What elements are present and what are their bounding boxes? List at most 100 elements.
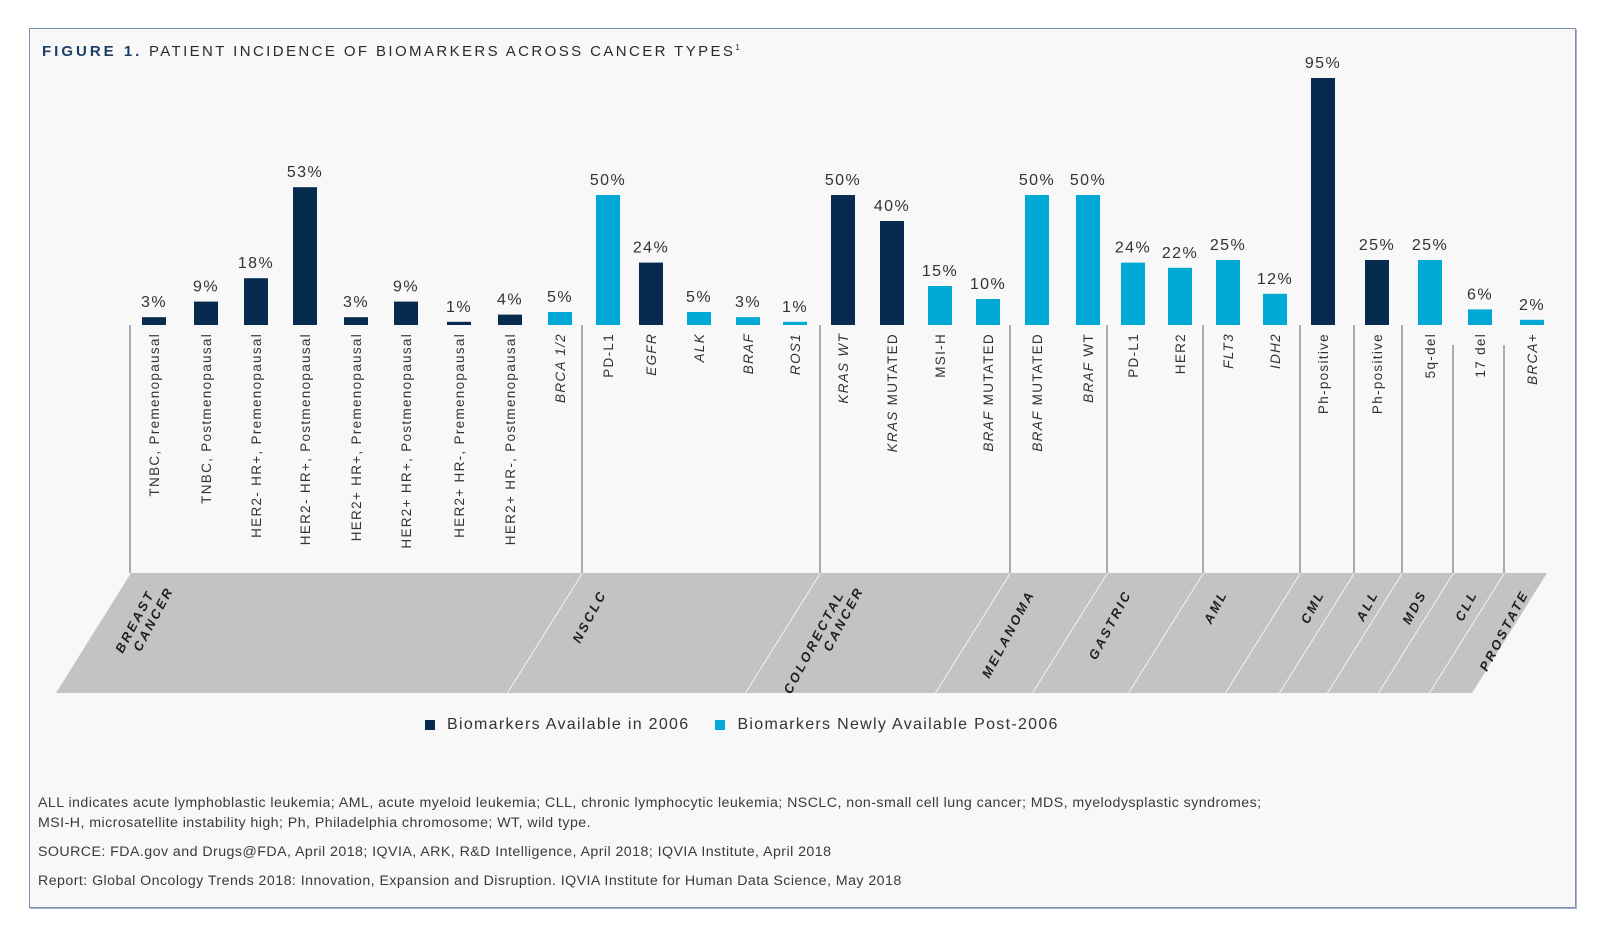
bar-category-label: HER2- HR+, Premenopausal: [249, 333, 264, 538]
bar: [928, 286, 952, 325]
bar-value-label: 3%: [343, 294, 369, 311]
bar-category-label: BRAF MUTATED: [1030, 333, 1045, 452]
bar-value-label: 22%: [1162, 245, 1198, 262]
legend: Biomarkers Available in 2006 Biomarkers …: [425, 716, 1085, 734]
bar-category-label: 17 del: [1473, 333, 1488, 378]
bar-category-label: HER2+ HR+, Postmenopausal: [399, 333, 414, 549]
bar-value-label: 3%: [735, 294, 761, 311]
group-band: [1430, 573, 1547, 693]
bar: [687, 312, 711, 325]
bar-value-label: 5%: [547, 289, 573, 306]
bar: [194, 301, 218, 325]
bar-value-label: 1%: [782, 299, 808, 316]
bar-value-label: 12%: [1257, 271, 1293, 288]
bar-category-label: EGFR: [644, 333, 659, 376]
bar: [1468, 309, 1492, 325]
bar-category-label: BRAF WT: [1081, 333, 1096, 403]
bar: [831, 195, 855, 325]
bar-value-label: 5%: [686, 289, 712, 306]
abbreviations-line-1: ALL indicates acute lymphoblastic leukem…: [38, 795, 1262, 811]
bar: [548, 312, 572, 325]
bar: [1076, 195, 1100, 325]
bar-value-label: 25%: [1359, 237, 1395, 254]
bar-category-label: IDH2: [1268, 333, 1283, 369]
bar-value-label: 95%: [1305, 55, 1341, 72]
bar-category-label: BRCA+: [1525, 333, 1540, 385]
bar-category-label: KRAS MUTATED: [885, 333, 900, 452]
group-band: [1033, 573, 1203, 693]
bar: [1263, 293, 1287, 325]
legend-label: Biomarkers Available in 2006: [447, 716, 690, 733]
bar: [293, 187, 317, 325]
bar-category-label: Ph-positive: [1370, 333, 1385, 414]
bar-value-label: 50%: [1070, 172, 1106, 189]
bar-category-label: BRAF MUTATED: [981, 333, 996, 452]
bar: [394, 301, 418, 325]
bar-value-label: 50%: [1019, 172, 1055, 189]
bar: [783, 321, 807, 325]
figure-label: FIGURE 1.: [42, 43, 143, 60]
group-band: [1226, 573, 1354, 693]
bar-value-label: 3%: [141, 294, 167, 311]
category-plain-part: MUTATED: [885, 333, 900, 410]
bar-category-label: HER2: [1173, 333, 1188, 374]
category-plain-part: MUTATED: [981, 333, 996, 410]
bar: [447, 321, 471, 325]
group-band: [1379, 573, 1504, 693]
bar: [1365, 260, 1389, 325]
category-plain-part: WT: [1081, 333, 1096, 362]
bar: [1121, 262, 1145, 325]
bar-value-label: 2%: [1519, 297, 1545, 314]
bar: [880, 221, 904, 325]
footnotes: ALL indicates acute lymphoblastic leukem…: [38, 793, 1538, 891]
group-band: [936, 573, 1107, 693]
bar: [1311, 78, 1335, 325]
group-band: [508, 573, 820, 693]
bar-category-label: TNBC, Premenopausal: [147, 333, 162, 497]
legend-swatch-dark: [425, 720, 435, 730]
bar-category-label: MSI-H: [933, 333, 948, 378]
group-band: [1129, 573, 1300, 693]
bar-category-label: PD-L1: [601, 333, 616, 378]
category-italic-part: KRAS: [885, 410, 900, 452]
figure-title: FIGURE 1. PATIENT INCIDENCE OF BIOMARKER…: [42, 43, 742, 60]
legend-label: Biomarkers Newly Available Post-2006: [737, 716, 1059, 733]
bar: [596, 195, 620, 325]
bar-category-label: HER2+ HR-, Postmenopausal: [503, 333, 518, 545]
bar-category-label: 5q-del: [1423, 333, 1438, 378]
bar: [142, 317, 166, 325]
bar-category-label: HER2- HR+, Postmenopausal: [298, 333, 313, 545]
bar-value-label: 53%: [287, 164, 323, 181]
bar-value-label: 10%: [970, 276, 1006, 293]
bar-category-label: HER2+ HR-, Premenopausal: [452, 333, 467, 538]
bar: [1168, 267, 1192, 325]
group-band: [1328, 573, 1453, 693]
group-bands: [56, 573, 1547, 693]
bar-value-label: 25%: [1412, 237, 1448, 254]
legend-item-post-2006: Biomarkers Newly Available Post-2006: [715, 716, 1058, 734]
bar-value-label: 50%: [590, 172, 626, 189]
abbreviations-line-2: MSI-H, microsatellite instability high; …: [38, 815, 592, 831]
bar: [639, 262, 663, 325]
category-plain-part: MUTATED: [1030, 333, 1045, 410]
bar-value-label: 15%: [922, 263, 958, 280]
bar: [244, 278, 268, 325]
bar-category-label: ALK: [692, 333, 707, 363]
source-note: SOURCE: FDA.gov and Drugs@FDA, April 201…: [38, 844, 832, 860]
bar-value-label: 4%: [497, 292, 523, 309]
bar-category-label: HER2+ HR+, Premenopausal: [349, 333, 364, 541]
bar-value-label: 9%: [393, 279, 419, 296]
bar: [976, 299, 1000, 325]
figure-title-text: PATIENT INCIDENCE OF BIOMARKERS ACROSS C…: [148, 43, 736, 60]
bar-category-label: BRCA 1/2: [553, 333, 568, 403]
legend-item-available-2006: Biomarkers Available in 2006: [425, 716, 689, 734]
bar: [736, 317, 760, 325]
report-note: Report: Global Oncology Trends 2018: Inn…: [38, 873, 902, 889]
bar-value-label: 40%: [874, 198, 910, 215]
bar: [1025, 195, 1049, 325]
bar-category-label: BRAF: [741, 333, 756, 374]
category-italic-part: BRAF: [981, 410, 996, 451]
bar-value-label: 24%: [633, 240, 669, 257]
group-band: [1280, 573, 1402, 693]
